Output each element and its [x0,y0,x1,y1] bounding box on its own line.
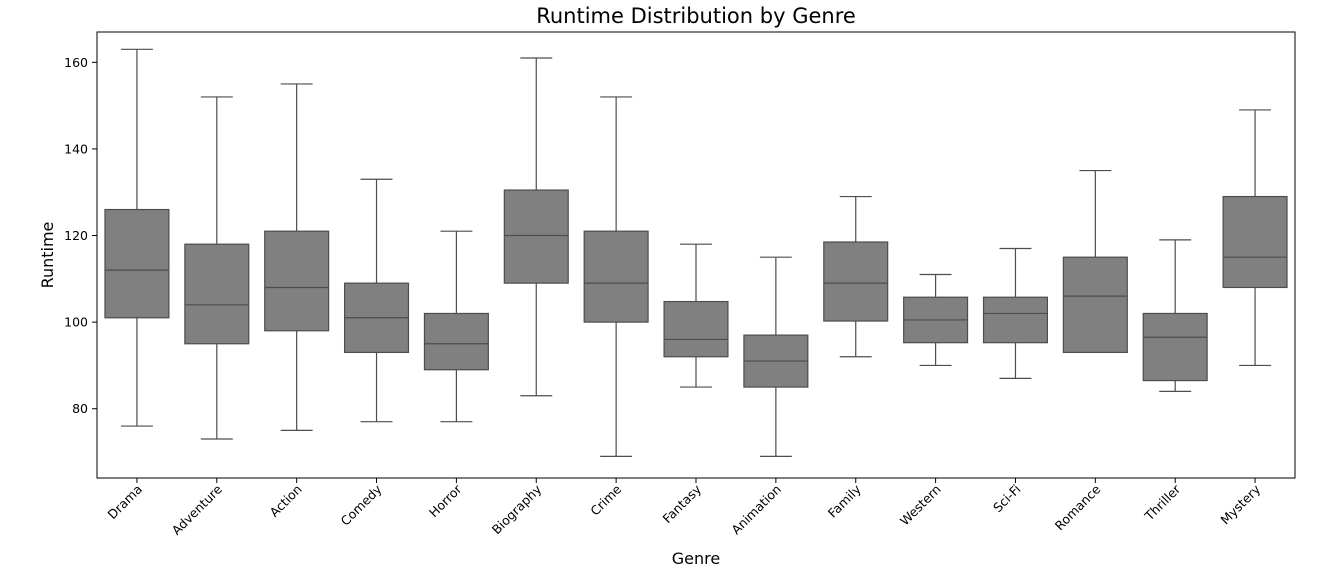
box-biography [503,57,569,397]
iqr-box [583,230,649,323]
iqr-box [264,230,330,332]
y-tick-label: 100 [64,315,88,330]
iqr-box [503,189,569,284]
box-crime [583,96,649,457]
x-tick-label: Comedy [338,481,386,529]
y-tick-label: 80 [72,401,88,416]
box-mystery [1222,109,1288,367]
x-tick-label: Drama [105,482,145,522]
x-tick-label: Horror [426,481,465,520]
box-adventure [184,96,250,440]
iqr-box [823,241,889,322]
x-tick-label: Action [266,482,304,520]
box-fantasy [663,243,729,388]
iqr-box [104,208,170,319]
x-tick-label: Adventure [169,481,226,538]
x-tick-label: Crime [587,481,624,518]
x-axis: Drama Adventure Action Comedy Horror Biograph… [105,478,1264,538]
iqr-box [982,296,1049,344]
iqr-box [663,300,729,358]
box-romance [1062,169,1128,354]
box-series [104,48,1288,457]
x-tick-label: Thriller [1141,481,1184,524]
y-tick-label: 160 [64,55,88,70]
x-tick-label: Mystery [1217,481,1263,527]
box-action [264,83,330,431]
x-tick-label: Biography [489,481,545,537]
y-axis: 80 100 120 140 160 [64,55,97,416]
box-horror [423,230,489,423]
chart-title: Runtime Distribution by Genre [536,4,856,28]
iqr-box [1062,256,1128,354]
box-comedy [343,178,410,423]
x-tick-label: Family [825,481,864,520]
iqr-box [423,312,489,371]
box-family [823,195,889,358]
y-axis-label: Runtime [38,222,57,289]
x-tick-label: Sci-Fi [990,482,1024,516]
box-western [903,273,969,367]
x-tick-label: Fantasy [659,481,704,526]
box-drama [104,48,170,427]
x-tick-label: Western [897,482,944,529]
y-tick-label: 140 [64,141,88,156]
x-tick-label: Animation [728,482,784,538]
box-thriller [1142,239,1208,392]
box-sci-fi [982,247,1049,380]
y-tick-label: 120 [64,228,88,243]
box-animation [743,256,809,457]
iqr-box [1142,312,1208,382]
x-tick-label: Romance [1052,481,1104,533]
x-axis-label: Genre [672,549,720,568]
iqr-box [184,243,250,345]
iqr-box [1222,195,1288,289]
